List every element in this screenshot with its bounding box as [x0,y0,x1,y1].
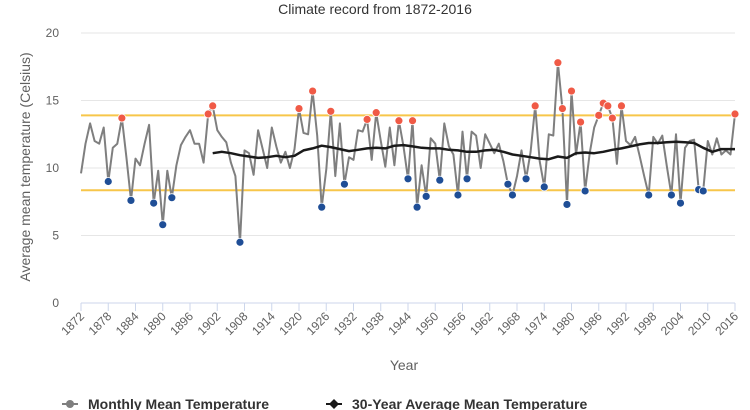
high-point-marker[interactable] [730,109,740,119]
high-point-marker[interactable] [594,110,604,120]
legend-label: 30-Year Average Mean Temperature [352,396,587,410]
x-tick-label: 1986 [576,309,605,338]
x-tick-label: 1926 [304,309,333,338]
high-point-marker[interactable] [362,115,372,124]
x-tick-label: 1896 [167,309,196,338]
x-tick-label: 1914 [249,309,278,338]
x-tick-label: 1974 [522,309,551,338]
legend-item-monthly-mean[interactable]: Monthly Mean Temperature [62,396,269,410]
y-axis-ticks: 0 5 10 15 20 [46,26,60,310]
low-point-marker[interactable] [698,186,708,196]
legend-label: Monthly Mean Temperature [88,396,269,410]
high-point-marker[interactable] [530,101,540,111]
legend[interactable]: Monthly Mean Temperature 30-Year Average … [62,396,587,410]
legend-circle-marker [66,400,74,408]
low-point-marker[interactable] [340,179,349,189]
x-tick-label: 1956 [440,309,469,338]
x-tick-label: 1998 [631,309,660,338]
high-point-marker[interactable] [576,117,585,127]
high-point-marker[interactable] [553,58,563,68]
low-point-marker[interactable] [676,198,685,208]
x-tick-label: 1878 [86,309,115,338]
low-point-marker[interactable] [462,174,472,184]
high-point-marker[interactable] [326,106,336,116]
low-point-marker[interactable] [667,190,676,200]
high-point-marker[interactable] [567,86,576,96]
x-tick-label: 1902 [195,309,224,338]
x-tick-label: 1890 [140,309,169,338]
x-tick-label: 1962 [467,309,496,338]
x-tick-label: 2016 [712,309,741,338]
legend-diamond-marker [329,399,339,409]
x-tick-label: 1980 [549,309,578,338]
low-point-marker[interactable] [235,237,245,247]
thirty-year-average-line [212,140,735,161]
x-tick-label: 2004 [658,309,687,338]
x-tick-label: 1908 [222,309,251,338]
x-tick-label: 1992 [603,309,632,338]
x-tick-label: 1920 [276,309,305,338]
low-point-marker[interactable] [149,198,159,208]
y-tick-label: 15 [46,94,60,108]
series-layer [80,58,740,247]
high-point-marker[interactable] [371,108,381,118]
low-point-marker[interactable] [167,193,177,203]
low-point-marker[interactable] [508,190,517,200]
y-tick-label: 0 [52,296,59,310]
low-point-marker[interactable] [435,175,445,185]
high-point-marker[interactable] [294,104,304,113]
legend-item-30-year-average[interactable]: 30-Year Average Mean Temperature [326,396,587,410]
low-point-marker[interactable] [453,190,463,200]
low-point-marker[interactable] [580,186,590,196]
high-point-marker[interactable] [208,101,218,111]
low-point-marker[interactable] [317,202,327,212]
y-tick-label: 10 [46,161,60,175]
high-point-marker[interactable] [394,116,404,126]
x-axis-ticks: 1872187818841890189619021908191419201926… [58,303,741,338]
x-tick-label: 1872 [58,309,87,338]
monthly-mean-line [80,61,736,244]
low-point-marker[interactable] [539,182,549,192]
low-point-marker[interactable] [412,202,422,212]
reference-lines [81,114,735,192]
x-axis-title: Year [390,357,419,373]
x-tick-label: 1950 [413,309,442,338]
low-point-marker[interactable] [521,174,531,184]
x-tick-label: 1932 [331,309,360,338]
high-point-marker[interactable] [203,109,213,119]
y-tick-label: 5 [52,229,59,243]
x-tick-label: 1938 [358,309,387,338]
high-point-marker[interactable] [617,101,626,111]
high-point-marker[interactable] [117,113,127,123]
x-tick-label: 1944 [385,309,414,338]
y-axis-title: Average mean temperature (Celsius) [17,52,33,281]
low-point-marker[interactable] [403,174,413,184]
low-point-marker[interactable] [644,190,654,200]
x-tick-label: 1968 [494,309,523,338]
low-point-marker[interactable] [421,191,431,201]
low-point-marker[interactable] [503,179,513,189]
high-point-marker[interactable] [408,116,417,126]
low-point-marker[interactable] [126,195,136,205]
x-tick-label: 2010 [685,309,714,338]
chart-title: Climate record from 1872-2016 [278,1,472,17]
high-point-marker[interactable] [607,113,617,123]
low-point-marker[interactable] [103,177,113,186]
high-point-marker[interactable] [603,101,613,111]
x-tick-label: 1884 [113,309,142,338]
y-tick-label: 20 [46,26,60,40]
low-point-marker[interactable] [562,200,572,209]
low-point-marker[interactable] [158,220,168,230]
high-point-marker[interactable] [558,104,567,113]
high-point-marker[interactable] [308,86,318,96]
